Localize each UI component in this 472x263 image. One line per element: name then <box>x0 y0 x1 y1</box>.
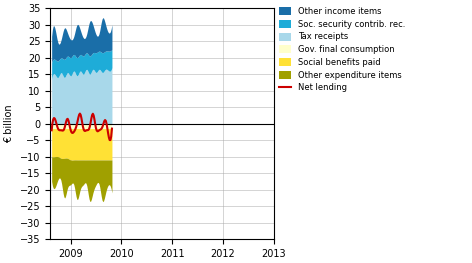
Legend: Other income items, Soc. security contrib. rec., Tax receipts, Gov. final consum: Other income items, Soc. security contri… <box>276 4 408 96</box>
Y-axis label: € billion: € billion <box>4 104 14 143</box>
